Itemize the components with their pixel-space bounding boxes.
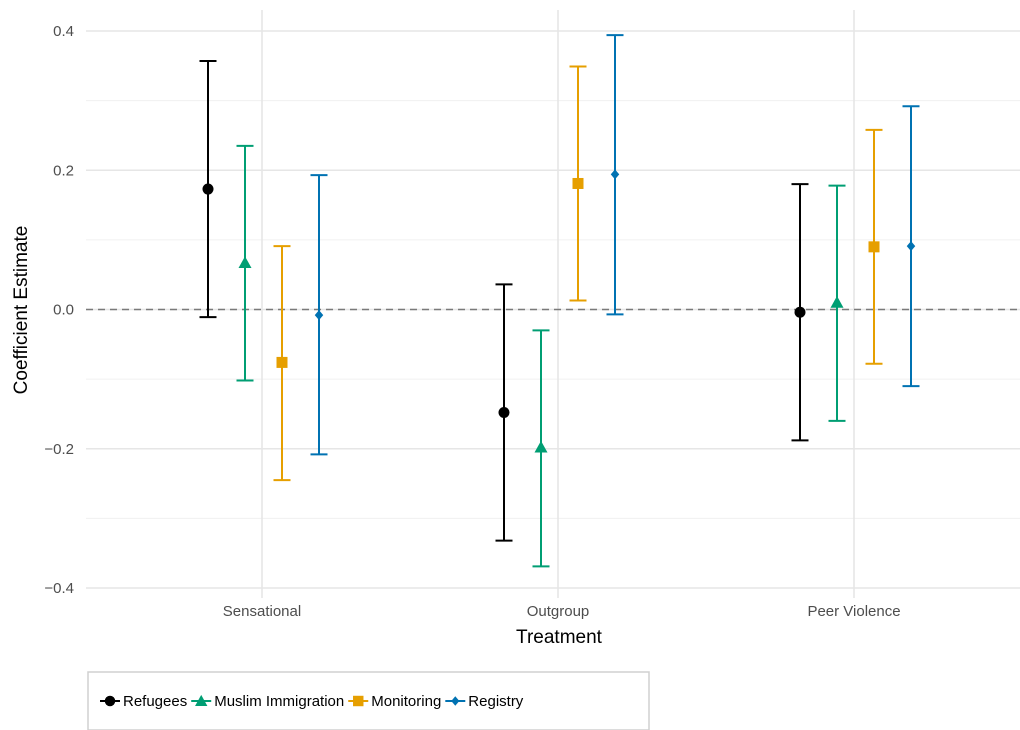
x-axis-title: Treatment <box>516 627 603 648</box>
point-estimate <box>572 177 584 189</box>
series-layer <box>199 34 920 568</box>
point-estimate <box>498 407 510 419</box>
legend-key-marker <box>195 694 208 706</box>
x-axis-ticks: Sensational Outgroup Peer Violence <box>223 603 901 620</box>
point-estimate <box>276 356 288 368</box>
y-tick-label: −0.4 <box>44 580 74 597</box>
x-tick-label: Outgroup <box>527 603 590 620</box>
legend: Refugees Muslim Immigration Monitoring Regi… <box>87 671 650 730</box>
legend-item: Refugees <box>100 693 187 710</box>
y-axis-ticks: −0.4 −0.2 0.0 0.2 0.4 <box>44 23 74 597</box>
y-tick-label: 0.2 <box>53 162 74 179</box>
legend-label: Muslim Immigration <box>214 693 344 710</box>
legend-item: Registry <box>445 693 524 710</box>
x-tick-label: Peer Violence <box>807 603 900 620</box>
y-axis-title: Coefficient Estimate <box>11 226 32 395</box>
point-estimate <box>868 241 880 253</box>
series-monitoring <box>273 65 883 482</box>
legend-item: Muslim Immigration <box>191 693 344 710</box>
point-estimate <box>830 296 844 308</box>
major-gridlines <box>86 10 1020 598</box>
legend-key-marker <box>104 695 116 707</box>
point-estimate <box>794 306 806 318</box>
legend-label: Registry <box>468 693 524 710</box>
legend-item: Monitoring <box>348 693 441 710</box>
point-estimate <box>906 241 916 252</box>
legend-label: Refugees <box>123 693 187 710</box>
point-estimate <box>610 169 620 180</box>
point-estimate <box>534 440 548 453</box>
point-estimate <box>314 310 324 321</box>
series-muslim-immigration <box>236 144 846 568</box>
x-tick-label: Sensational <box>223 603 301 620</box>
legend-key-marker <box>451 696 460 706</box>
legend-items: Refugees Muslim Immigration Monitoring Regi… <box>100 693 524 710</box>
legend-key-marker <box>353 695 364 707</box>
y-tick-label: −0.2 <box>44 441 74 458</box>
point-estimate <box>238 256 252 269</box>
minor-gridlines <box>86 100 1020 519</box>
legend-box <box>87 671 650 730</box>
y-tick-label: 0.0 <box>53 302 74 319</box>
series-refugees <box>199 59 809 542</box>
legend-label: Monitoring <box>371 693 441 710</box>
y-tick-label: 0.4 <box>53 23 74 40</box>
point-estimate <box>202 183 214 195</box>
series-registry <box>310 34 920 456</box>
